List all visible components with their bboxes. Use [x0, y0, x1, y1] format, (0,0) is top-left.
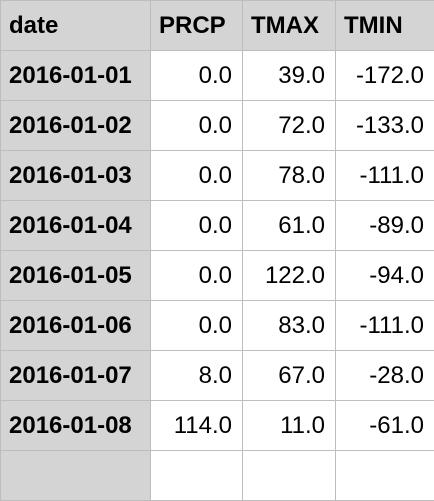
tmax-cell[interactable]: 72.0 — [243, 101, 336, 151]
table-row: 2016-01-06 0.0 83.0 -111.0 — [1, 301, 434, 351]
row-header-date[interactable]: 2016-01-01 — [1, 51, 151, 101]
tmin-cell[interactable]: -133.0 — [336, 101, 434, 151]
tmax-cell[interactable] — [243, 451, 336, 501]
tmin-cell[interactable]: -94.0 — [336, 251, 434, 301]
row-header-date[interactable] — [1, 451, 151, 501]
table-header-row: date PRCP TMAX TMIN — [1, 1, 434, 51]
table-row — [1, 451, 434, 501]
row-header-date[interactable]: 2016-01-02 — [1, 101, 151, 151]
table-row: 2016-01-07 8.0 67.0 -28.0 — [1, 351, 434, 401]
prcp-cell[interactable]: 0.0 — [151, 251, 243, 301]
table-row: 2016-01-03 0.0 78.0 -111.0 — [1, 151, 434, 201]
row-header-date[interactable]: 2016-01-03 — [1, 151, 151, 201]
column-header-date[interactable]: date — [1, 1, 151, 51]
tmax-cell[interactable]: 83.0 — [243, 301, 336, 351]
tmax-cell[interactable]: 39.0 — [243, 51, 336, 101]
tmax-cell[interactable]: 67.0 — [243, 351, 336, 401]
tmin-cell[interactable]: -111.0 — [336, 301, 434, 351]
tmin-cell[interactable]: -28.0 — [336, 351, 434, 401]
row-header-date[interactable]: 2016-01-07 — [1, 351, 151, 401]
column-header-tmax[interactable]: TMAX — [243, 1, 336, 51]
prcp-cell[interactable]: 0.0 — [151, 101, 243, 151]
table-row: 2016-01-08 114.0 11.0 -61.0 — [1, 401, 434, 451]
prcp-cell[interactable]: 0.0 — [151, 51, 243, 101]
prcp-cell[interactable] — [151, 451, 243, 501]
tmin-cell[interactable]: -172.0 — [336, 51, 434, 101]
prcp-cell[interactable]: 8.0 — [151, 351, 243, 401]
table-row: 2016-01-05 0.0 122.0 -94.0 — [1, 251, 434, 301]
prcp-cell[interactable]: 114.0 — [151, 401, 243, 451]
column-header-prcp[interactable]: PRCP — [151, 1, 243, 51]
tmax-cell[interactable]: 122.0 — [243, 251, 336, 301]
tmin-cell[interactable]: -61.0 — [336, 401, 434, 451]
tmin-cell[interactable] — [336, 451, 434, 501]
prcp-cell[interactable]: 0.0 — [151, 201, 243, 251]
table-row: 2016-01-01 0.0 39.0 -172.0 — [1, 51, 434, 101]
tmax-cell[interactable]: 11.0 — [243, 401, 336, 451]
prcp-cell[interactable]: 0.0 — [151, 301, 243, 351]
row-header-date[interactable]: 2016-01-05 — [1, 251, 151, 301]
row-header-date[interactable]: 2016-01-06 — [1, 301, 151, 351]
row-header-date[interactable]: 2016-01-04 — [1, 201, 151, 251]
prcp-cell[interactable]: 0.0 — [151, 151, 243, 201]
table-row: 2016-01-02 0.0 72.0 -133.0 — [1, 101, 434, 151]
table-row: 2016-01-04 0.0 61.0 -89.0 — [1, 201, 434, 251]
tmax-cell[interactable]: 78.0 — [243, 151, 336, 201]
tmax-cell[interactable]: 61.0 — [243, 201, 336, 251]
tmin-cell[interactable]: -89.0 — [336, 201, 434, 251]
tmin-cell[interactable]: -111.0 — [336, 151, 434, 201]
column-header-tmin[interactable]: TMIN — [336, 1, 434, 51]
row-header-date[interactable]: 2016-01-08 — [1, 401, 151, 451]
